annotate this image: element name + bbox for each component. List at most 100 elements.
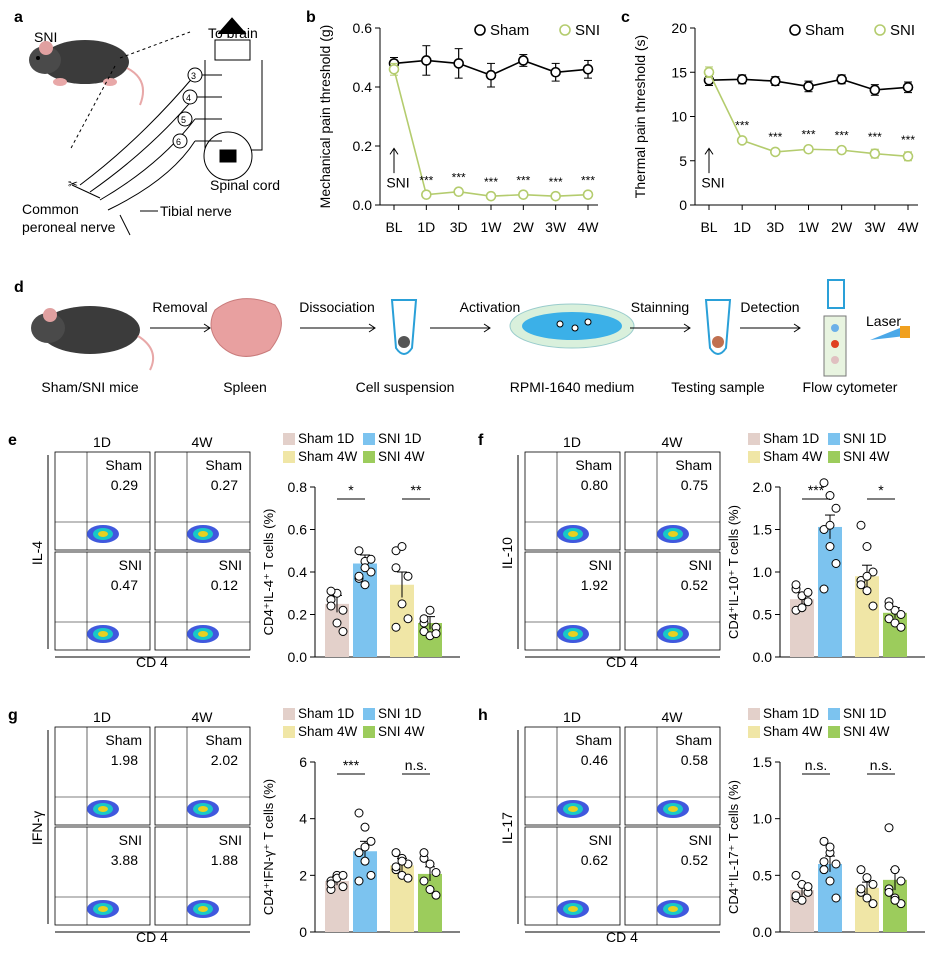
y-tick-label: 15 — [671, 64, 687, 80]
panel-letter-d: d — [14, 279, 24, 296]
sni-annotation: SNI — [386, 174, 409, 190]
y-tick-label: 1.0 — [753, 811, 773, 827]
data-point — [869, 84, 881, 96]
x-tick-label: 3W — [864, 219, 886, 235]
y-tick-label: 5 — [679, 153, 687, 169]
significance-stars: *** — [868, 130, 882, 144]
significance-stars: *** — [581, 173, 595, 187]
y-axis-label: CD4⁺IFN-γ⁺ T cells (%) — [261, 779, 276, 915]
data-point — [421, 55, 432, 66]
significance-label: *** — [808, 482, 825, 498]
gate-percentage: 0.12 — [211, 577, 238, 593]
gate-row-label: SNI — [689, 557, 712, 573]
laser-label: Laser — [866, 313, 901, 329]
legend-label-1: SNI — [890, 22, 915, 39]
data-point — [397, 599, 407, 609]
data-point — [354, 808, 364, 818]
workflow-item-2: Cell suspension — [356, 379, 455, 395]
nerve-diagram — [69, 17, 263, 236]
data-point — [354, 876, 364, 886]
legend-swatch-0 — [748, 433, 760, 445]
data-point — [360, 842, 370, 852]
workflow-item-0: Sham/SNI mice — [41, 379, 138, 395]
common-peroneal-label-1: Common — [22, 201, 79, 217]
legend-swatch-1 — [363, 708, 375, 720]
chart-e: Sham 1D SNI 1D Sham 4W SNI 4W 0.0 0.2 0.4 0.6 0.… — [261, 431, 460, 665]
y-axis-label: Mechanical pain threshold (g) — [317, 25, 333, 209]
data-point — [819, 836, 829, 846]
y-tick-label: 0.0 — [753, 924, 773, 940]
data-point — [831, 859, 841, 869]
gate-percentage: 0.80 — [581, 477, 608, 493]
population-core — [98, 631, 108, 637]
data-point — [884, 887, 894, 897]
gate-percentage: 0.47 — [111, 577, 138, 593]
data-point — [397, 542, 407, 551]
data-point — [425, 605, 435, 615]
data-point — [819, 857, 829, 867]
gate-percentage: 0.62 — [581, 852, 608, 868]
flow-x-label: CD 4 — [136, 929, 168, 945]
population-core — [568, 631, 578, 637]
data-point — [803, 587, 813, 597]
legend-swatch-3 — [828, 726, 840, 738]
significance-label: ** — [411, 482, 422, 498]
data-point — [831, 559, 841, 568]
gate-row-label: SNI — [119, 557, 142, 573]
y-tick-label: 6 — [299, 754, 307, 770]
data-point — [518, 189, 529, 200]
significance-label: * — [348, 482, 354, 498]
significance-stars: *** — [516, 173, 530, 187]
column-label: 1D — [93, 709, 111, 725]
flow-x-label: CD 4 — [606, 929, 638, 945]
data-point — [770, 75, 781, 87]
data-point — [485, 190, 497, 202]
root-number-6: 6 — [176, 137, 181, 147]
legend-swatch-2 — [748, 451, 760, 463]
population-core — [198, 806, 208, 812]
x-tick-label: 2W — [513, 219, 535, 235]
workflow-step-1: Dissociation — [299, 299, 374, 315]
legend-swatch-1 — [363, 433, 375, 445]
legend-swatch-0 — [283, 708, 295, 720]
column-label: 1D — [563, 434, 581, 450]
panel-letter-h: h — [478, 707, 488, 724]
data-point — [397, 856, 407, 866]
data-point — [403, 571, 413, 581]
data-point — [825, 520, 835, 530]
data-point — [338, 882, 348, 892]
data-point — [819, 525, 829, 534]
data-point — [902, 81, 914, 93]
root-number-3: 3 — [191, 71, 196, 81]
population-core — [198, 531, 208, 537]
legend-label-1: SNI — [575, 22, 600, 39]
column-label: 4W — [662, 709, 684, 725]
sni-arrowhead — [704, 147, 714, 155]
significance-stars: *** — [419, 173, 433, 187]
population-core — [568, 531, 578, 537]
chart-c: c 0 5 10 15 20 BL 1D 3D 1W 2W 3W 4W Thermal pain thre… — [621, 9, 919, 235]
legend-label-1: SNI 1D — [378, 706, 422, 721]
data-point — [366, 567, 376, 577]
x-tick-label: 3D — [766, 219, 784, 235]
data-point — [791, 580, 801, 590]
panel-d-workflow: d Laser Removal Dissociation Activation Sta… — [14, 279, 910, 395]
y-tick-label: 0.0 — [353, 197, 373, 213]
data-point — [856, 520, 866, 530]
x-tick-label: 1W — [798, 219, 820, 235]
data-point — [391, 563, 401, 573]
legend-label-2: Sham 4W — [298, 449, 358, 464]
data-point — [869, 148, 881, 159]
significance-label: *** — [343, 757, 360, 773]
legend-marker-1 — [559, 24, 571, 36]
x-tick-label: 4W — [578, 219, 600, 235]
gate-row-label: Sham — [675, 732, 712, 748]
population-core — [568, 906, 578, 912]
y-tick-label: 0.0 — [753, 649, 773, 665]
population-core — [668, 806, 678, 812]
tube-icon-2 — [704, 299, 732, 355]
root-number-5: 5 — [181, 115, 186, 125]
data-point — [868, 899, 878, 909]
legend-swatch-0 — [283, 433, 295, 445]
data-point — [550, 66, 561, 78]
